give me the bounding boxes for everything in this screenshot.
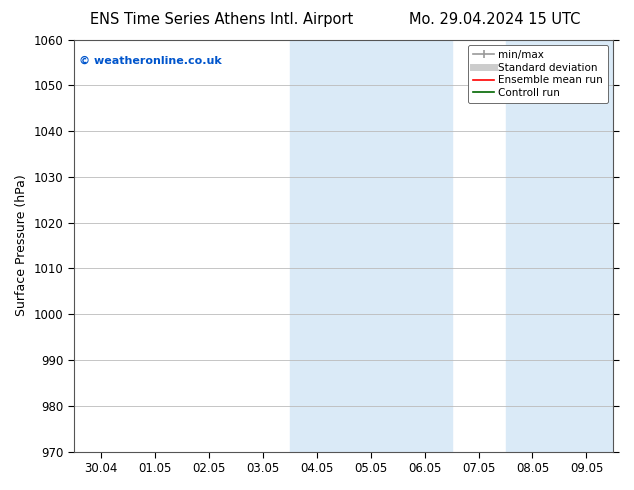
Bar: [290, 40, 451, 452]
Bar: [505, 40, 614, 452]
Legend: min/max, Standard deviation, Ensemble mean run, Controll run: min/max, Standard deviation, Ensemble me…: [468, 45, 608, 103]
Text: © weatheronline.co.uk: © weatheronline.co.uk: [79, 56, 222, 66]
Y-axis label: Surface Pressure (hPa): Surface Pressure (hPa): [15, 175, 28, 317]
Text: Mo. 29.04.2024 15 UTC: Mo. 29.04.2024 15 UTC: [409, 12, 580, 27]
Text: ENS Time Series Athens Intl. Airport: ENS Time Series Athens Intl. Airport: [90, 12, 354, 27]
